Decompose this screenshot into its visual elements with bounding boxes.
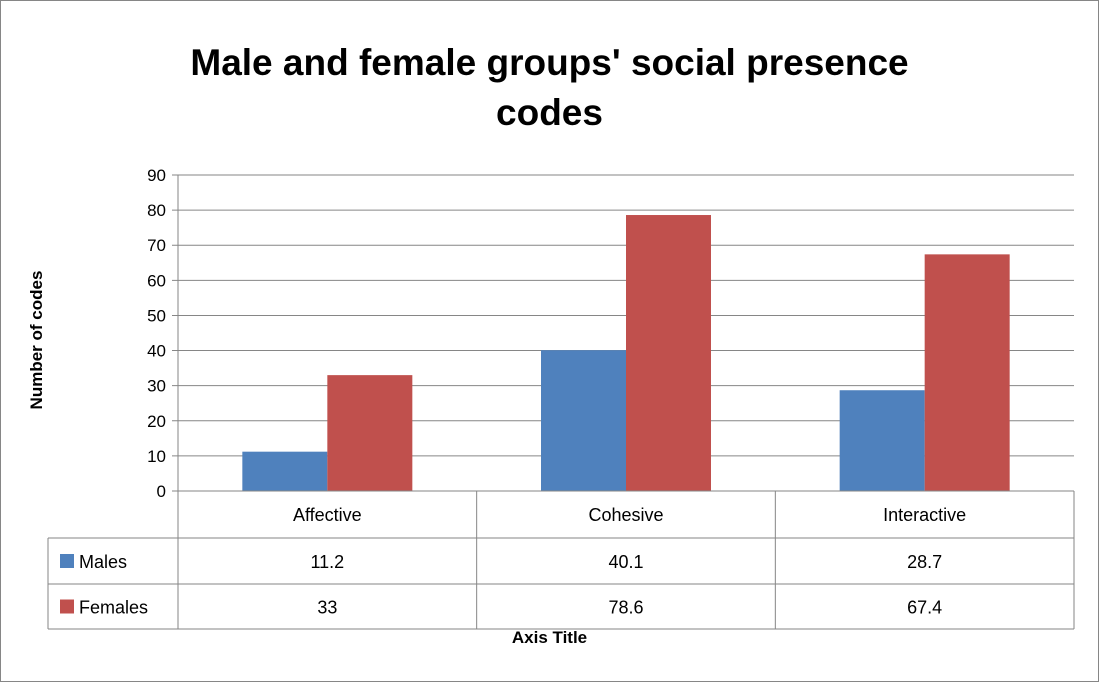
series-name: Females xyxy=(79,598,148,618)
chart-title-line-1: Male and female groups' social presence xyxy=(190,42,909,83)
legend-key-females xyxy=(60,599,74,614)
bar-females-affective xyxy=(327,375,413,491)
y-tick-label: 50 xyxy=(147,306,166,325)
bar-males-interactive xyxy=(839,390,925,491)
bar-females-interactive xyxy=(924,254,1010,491)
y-tick-label: 0 xyxy=(157,482,166,501)
data-label: 33 xyxy=(317,598,337,618)
data-label: 40.1 xyxy=(608,552,643,572)
y-tick-label: 40 xyxy=(147,342,166,361)
y-tick-label: 30 xyxy=(147,377,166,396)
data-label: 78.6 xyxy=(608,598,643,618)
y-tick-label: 70 xyxy=(147,236,166,255)
data-label: 67.4 xyxy=(907,598,942,618)
data-label: 11.2 xyxy=(310,552,344,572)
y-tick-label: 90 xyxy=(147,166,166,185)
data-label: 28.7 xyxy=(907,552,942,572)
bar-females-cohesive xyxy=(626,215,711,491)
category-label: Cohesive xyxy=(588,505,663,525)
x-axis-label: Axis Title xyxy=(511,628,588,647)
legend-key-males xyxy=(60,554,74,568)
chart-title-line-2: codes xyxy=(496,92,603,133)
category-label: Affective xyxy=(293,505,362,525)
y-tick-label: 80 xyxy=(147,201,166,220)
y-tick-label: 60 xyxy=(147,271,166,290)
category-label: Interactive xyxy=(883,505,966,525)
chart-title: Male and female groups' social presence … xyxy=(0,38,1099,138)
bar-males-affective xyxy=(242,451,328,491)
y-tick-label: 10 xyxy=(147,447,166,466)
bar-males-cohesive xyxy=(541,350,626,491)
y-tick-label: 20 xyxy=(147,412,166,431)
series-name: Males xyxy=(79,552,127,572)
